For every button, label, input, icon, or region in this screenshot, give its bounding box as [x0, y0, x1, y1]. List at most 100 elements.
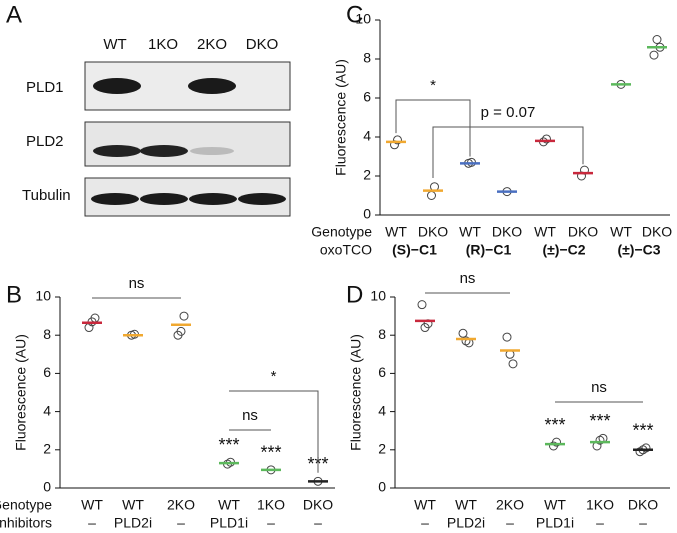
blot-box	[84, 121, 291, 167]
group-label: (S)−C1	[392, 242, 437, 258]
y-tick-label: 4	[43, 402, 51, 418]
data-point	[649, 50, 659, 60]
x-tick-label: DKO	[568, 224, 598, 240]
row-title: Inhibitors	[0, 515, 52, 531]
x-tick-label: 2KO	[167, 497, 195, 513]
annotation: ns	[460, 270, 476, 287]
data-point	[176, 326, 186, 336]
y-tick-label: 2	[378, 441, 386, 457]
row-label: PLD2	[26, 133, 64, 150]
significance: ***	[544, 415, 565, 435]
band	[188, 78, 236, 94]
row-title: oxoTCO	[320, 242, 372, 258]
lane-label: 1KO	[148, 36, 178, 53]
data-point	[179, 311, 189, 321]
x-tick-label: 1KO	[257, 497, 285, 513]
inhibitor-label: –	[177, 515, 185, 531]
inhibitor-label: –	[506, 515, 514, 531]
band	[189, 193, 237, 205]
row-label: PLD1	[26, 79, 64, 96]
inhibitor-label: –	[421, 515, 429, 531]
x-tick-label: WT	[122, 497, 144, 513]
data-point	[542, 134, 551, 144]
x-tick-label: DKO	[642, 224, 672, 240]
data-point	[652, 35, 662, 44]
group-label: (±)−C2	[542, 242, 585, 258]
x-tick-label: WT	[459, 224, 481, 240]
y-tick-label: 4	[363, 128, 371, 144]
x-tick-label: WT	[610, 224, 632, 240]
y-tick-label: 4	[378, 402, 386, 418]
y-tick-label: 0	[363, 206, 371, 222]
data-point	[595, 435, 605, 445]
y-tick-label: 10	[355, 11, 371, 27]
y-tick-label: 0	[43, 479, 51, 495]
annotation: p = 0.07	[481, 104, 536, 121]
data-point	[552, 437, 561, 447]
y-tick-label: 2	[363, 167, 371, 183]
group-label: (R)−C1	[466, 242, 512, 258]
panel-label: D	[346, 281, 363, 308]
significance: ***	[260, 443, 281, 463]
x-tick-label: DKO	[628, 497, 658, 513]
significance: ***	[218, 435, 239, 455]
x-tick-label: DKO	[492, 224, 522, 240]
y-axis-label: Fluorescence (AU)	[348, 334, 364, 451]
y-tick-label: 10	[370, 288, 386, 304]
x-tick-label: WT	[81, 497, 103, 513]
western-blot: WT 1KO 2KO DKO PLD1 PLD2 Tubulin	[22, 36, 291, 217]
y-tick-label: 6	[43, 364, 51, 380]
data-point	[502, 332, 512, 342]
inhibitor-label: –	[314, 515, 322, 531]
y-tick-label: 8	[378, 326, 386, 342]
data-point	[458, 328, 468, 338]
lane-label: WT	[103, 36, 126, 53]
group-label: (±)−C3	[617, 242, 660, 258]
y-tick-label: 8	[363, 50, 371, 66]
inhibitor-label: –	[639, 515, 647, 531]
x-tick-label: WT	[544, 497, 566, 513]
inhibitor-label: –	[596, 515, 604, 531]
annotation: *	[271, 368, 277, 385]
x-tick-label: WT	[385, 224, 407, 240]
bracket	[395, 99, 471, 157]
y-tick-label: 6	[363, 89, 371, 105]
lane-label: DKO	[246, 36, 279, 53]
inhibitor-label: PLD1i	[536, 515, 574, 531]
annotation: ns	[242, 407, 258, 424]
y-tick-label: 8	[43, 326, 51, 342]
row-label: Tubulin	[22, 187, 71, 204]
x-tick-label: WT	[455, 497, 477, 513]
inhibitor-label: PLD1i	[210, 515, 248, 531]
x-tick-label: WT	[218, 497, 240, 513]
data-point	[508, 359, 518, 369]
band	[93, 78, 141, 94]
annotation: *	[430, 77, 436, 94]
x-tick-label: DKO	[418, 224, 448, 240]
y-axis-label: Fluorescence (AU)	[13, 334, 29, 451]
significance: ***	[589, 411, 610, 431]
data-point	[641, 443, 651, 453]
x-tick-label: 2KO	[496, 497, 524, 513]
band	[190, 147, 234, 155]
data-point	[417, 300, 427, 310]
significance: ***	[632, 421, 653, 441]
annotation: ns	[591, 379, 607, 396]
inhibitor-label: –	[267, 515, 275, 531]
y-tick-label: 10	[35, 288, 51, 304]
lane-label: 2KO	[197, 36, 227, 53]
row-title: Genotype	[0, 497, 52, 513]
panel-label: B	[6, 281, 22, 308]
panel-label: A	[6, 1, 22, 28]
x-tick-label: DKO	[303, 497, 333, 513]
data-point	[461, 336, 471, 346]
data-point	[427, 191, 436, 200]
y-tick-label: 6	[378, 364, 386, 380]
band	[93, 145, 141, 157]
x-tick-label: WT	[414, 497, 436, 513]
annotation: ns	[129, 275, 145, 292]
inhibitor-label: PLD2i	[114, 515, 152, 531]
x-tick-label: WT	[534, 224, 556, 240]
data-point	[393, 135, 402, 145]
